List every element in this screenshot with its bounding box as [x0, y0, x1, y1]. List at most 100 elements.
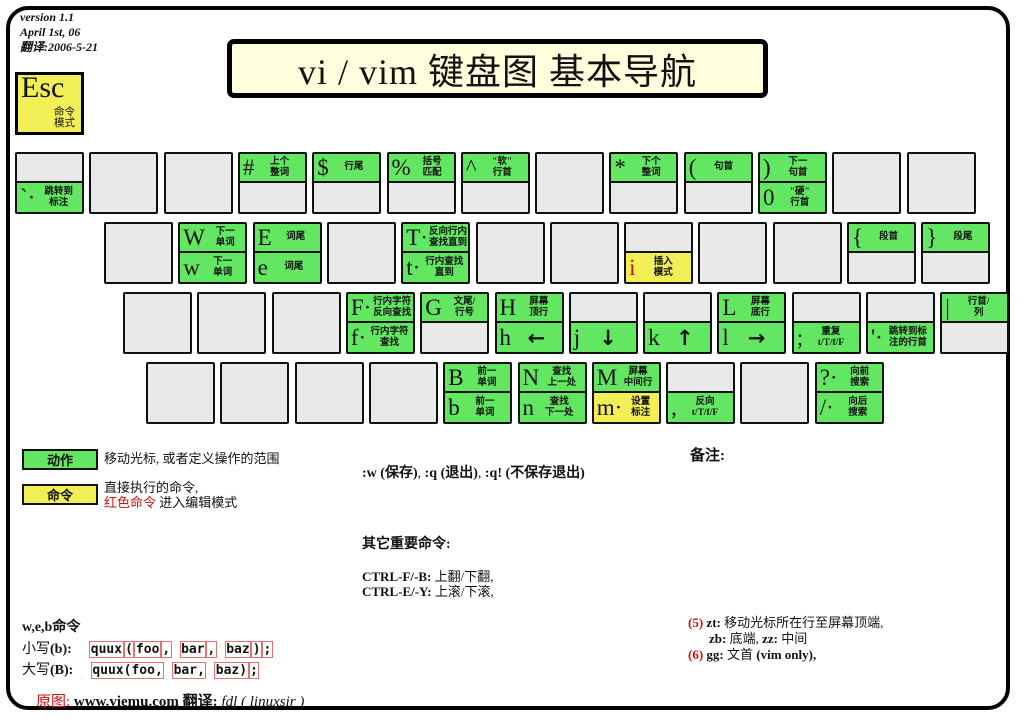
key-1 [89, 152, 159, 214]
text-segment: (6) [688, 647, 707, 662]
key-b: B 前一 单词 b 前一 单词 [443, 362, 513, 424]
key-u [549, 222, 619, 284]
word-token: baz [224, 641, 252, 658]
key-symbol: F· [350, 295, 372, 320]
key-symbol: h [499, 325, 512, 350]
version-info: version 1.1 April 1st, 06 翻译:2006-5-21 [20, 10, 98, 54]
key-r [326, 222, 396, 284]
key-function-label: 下个 整词 [641, 157, 661, 178]
key-function-label: 反向行内 查找直到 [429, 227, 468, 248]
word-token: quux [89, 641, 124, 658]
key-half-empty [611, 183, 677, 212]
key-symbol: k [648, 325, 660, 350]
text-segment: 上滚/下滚, [434, 584, 494, 599]
key-half-empty [849, 253, 914, 282]
text-segment: zb: [709, 631, 730, 646]
key-half: $ 行尾 [314, 154, 380, 183]
text-segment: 文首 [727, 647, 757, 662]
word-token: ; [248, 662, 260, 679]
key-3: # 上个 整词 [237, 152, 307, 214]
key-w: W 下一 单词 w 下一 单词 [178, 222, 248, 284]
word-token: bar, [172, 662, 207, 679]
text-segment: 小写 [22, 642, 50, 657]
text-segment: :q [424, 466, 441, 481]
key-half: N 查找 上一处 [519, 364, 585, 393]
key-q [104, 222, 173, 284]
note-zb-zz: zb: 底端, zz: 中间 [709, 631, 883, 647]
key-8: * 下个 整词 [609, 152, 679, 214]
key-function-label: 向前 搜索 [850, 367, 870, 388]
key-function-label: "硬" 行首 [789, 187, 810, 208]
key-function-label: 下一 句首 [788, 157, 808, 178]
key-symbol: B [448, 365, 464, 390]
key-half: B 前一 单词 [445, 364, 511, 393]
key-7 [535, 152, 605, 214]
key-l: L 屏幕 底行 l → [717, 292, 787, 354]
key-n: N 查找 上一处 n 查找 下一处 [517, 362, 587, 424]
word-token: ( [123, 641, 135, 658]
key-6: ^ "软" 行首 [460, 152, 530, 214]
numbered-notes: (5) zt: 移动光标所在行至屏幕顶端, zb: 底端, zz: 中间 (6)… [688, 615, 883, 663]
text-segment: 移动光标所在行至屏幕顶端, [724, 615, 884, 630]
key-function-label: 行首/ 列 [967, 297, 990, 318]
text-segment: 原图: [36, 694, 74, 710]
key-symbol: N [522, 365, 540, 390]
key-c [294, 362, 364, 424]
key-half-empty [462, 183, 528, 212]
key-function-label: 句首 [714, 162, 734, 173]
text-segment: 进入编辑模式 [156, 495, 238, 510]
key-function-label: 反向 t/T/f/F [691, 397, 719, 418]
key-half: n 查找 下一处 [519, 393, 585, 422]
key-symbol: # [242, 155, 255, 180]
ctrl-fb-line: CTRL-F/-B: 上翻/下翻, [362, 569, 493, 585]
text-segment: 翻译: [182, 694, 222, 710]
key-half: % 括号 匹配 [388, 154, 454, 183]
key-s [197, 292, 267, 354]
key-symbol: i [629, 255, 636, 280]
direction-arrow-icon: → [747, 325, 766, 350]
key-half: L 屏幕 底行 [719, 294, 785, 323]
key-p [772, 222, 842, 284]
key-function-label: 屏幕 底行 [750, 297, 770, 318]
key-half: w 下一 单词 [180, 253, 246, 282]
key-f: F· 行内字符 反向查找 f· 行内字符 查找 [345, 292, 415, 354]
esc-key: Esc 命令 模式 [15, 71, 84, 135]
key-half-empty [645, 294, 711, 323]
key-symbol: '· [871, 325, 883, 350]
key-symbol: H [499, 295, 517, 320]
web-uppercase-row: 大写(B): quux(foo, bar, baz); [22, 662, 260, 680]
key-function-label: 屏幕 顶行 [529, 297, 549, 318]
key-half-empty [685, 183, 751, 212]
key-half: H 屏幕 顶行 [496, 294, 562, 323]
text-segment: CTRL-E/-Y: [362, 584, 435, 599]
text-segment: fdl ( linuxsir ) [221, 694, 305, 710]
text-segment: (退出) [440, 466, 478, 481]
key-symbol: $ [317, 155, 329, 180]
direction-arrow-icon: ↑ [676, 325, 694, 350]
key-symbol: % [391, 155, 411, 180]
text-segment: www.viemu.com [73, 694, 179, 710]
web-lowercase-example: quux(foo, bar, baz); [89, 641, 273, 658]
key-half: i 插入 模式 [626, 253, 692, 282]
key-half: G 文尾/ 行号 [422, 294, 488, 323]
key-symbol: M [596, 365, 618, 390]
text-segment: 红色命令 [104, 495, 157, 510]
word-token: ; [262, 641, 273, 658]
other-commands-heading: 其它重要命令: [362, 537, 451, 552]
key-half: * 下个 整词 [611, 154, 677, 183]
key-half: k ↑ [645, 323, 711, 352]
key-symbol: ) [763, 155, 771, 180]
key-function-label: 跳转到标 注的行首 [888, 327, 927, 348]
key-symbol: ^ [465, 155, 477, 180]
key-half-empty [314, 183, 380, 212]
web-uppercase-example: quux(foo, bar, baz); [90, 662, 260, 679]
text-segment: (保存) [380, 466, 418, 481]
poster-border [6, 6, 1010, 710]
legend-command-label: 命令 [46, 488, 73, 503]
footer-credits: 原图: www.viemu.com 翻译: fdl ( linuxsir ) [36, 693, 304, 711]
key-quote: '· 跳转到标 注的行首 [866, 292, 935, 354]
key-function-label: 查找 上一处 [547, 367, 577, 388]
key-minus [832, 152, 902, 214]
key-x [220, 362, 290, 424]
key-backtick: `· 跳转到 标注 [15, 152, 84, 214]
